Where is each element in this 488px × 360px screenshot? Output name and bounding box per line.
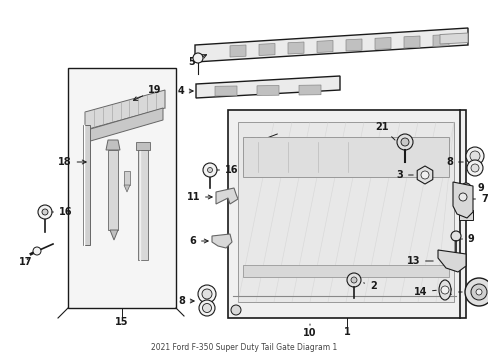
Bar <box>124 171 130 185</box>
Circle shape <box>193 53 203 63</box>
Bar <box>243 265 448 277</box>
Polygon shape <box>316 40 332 53</box>
Text: 2021 Ford F-350 Super Duty Tail Gate Diagram 1: 2021 Ford F-350 Super Duty Tail Gate Dia… <box>151 343 337 352</box>
Circle shape <box>207 167 212 172</box>
Polygon shape <box>124 185 130 192</box>
Circle shape <box>450 231 460 241</box>
Circle shape <box>440 286 448 294</box>
Bar <box>108 150 118 230</box>
Polygon shape <box>403 36 419 48</box>
Text: 8: 8 <box>178 296 194 306</box>
Text: 5: 5 <box>188 55 206 67</box>
Circle shape <box>202 289 212 299</box>
Circle shape <box>198 285 216 303</box>
Text: 3: 3 <box>395 170 412 180</box>
Circle shape <box>400 138 408 146</box>
Polygon shape <box>452 182 472 218</box>
Bar <box>243 137 448 177</box>
Text: 6: 6 <box>189 236 208 246</box>
Polygon shape <box>439 33 467 44</box>
Circle shape <box>346 273 360 287</box>
Text: 17: 17 <box>19 257 32 267</box>
Text: 4: 4 <box>177 86 193 96</box>
Circle shape <box>350 277 356 283</box>
Polygon shape <box>212 234 231 248</box>
Circle shape <box>199 300 215 316</box>
Circle shape <box>460 183 470 193</box>
Circle shape <box>420 171 428 179</box>
Polygon shape <box>196 76 339 98</box>
Bar <box>449 256 461 264</box>
Text: 2: 2 <box>363 281 376 291</box>
Text: 14: 14 <box>413 287 435 297</box>
Text: 19: 19 <box>133 85 161 100</box>
Polygon shape <box>195 28 467 62</box>
Ellipse shape <box>438 280 450 300</box>
Bar <box>83 125 90 245</box>
Polygon shape <box>229 45 245 57</box>
Bar <box>68 68 176 308</box>
Circle shape <box>475 289 481 295</box>
Bar <box>238 122 453 302</box>
Polygon shape <box>432 35 448 46</box>
Circle shape <box>396 134 412 150</box>
Polygon shape <box>259 44 274 55</box>
Text: 8: 8 <box>445 157 462 167</box>
Polygon shape <box>87 108 163 142</box>
Circle shape <box>465 147 483 165</box>
Circle shape <box>203 163 217 177</box>
Polygon shape <box>264 124 329 138</box>
Text: 16: 16 <box>217 165 238 175</box>
Polygon shape <box>215 86 237 96</box>
Circle shape <box>38 205 52 219</box>
Text: 1: 1 <box>343 327 350 337</box>
Text: 13: 13 <box>406 256 432 266</box>
Circle shape <box>42 209 48 215</box>
Circle shape <box>466 160 482 176</box>
Text: 16: 16 <box>52 207 72 217</box>
Polygon shape <box>110 230 118 240</box>
Text: 9: 9 <box>470 183 484 193</box>
Text: 9: 9 <box>460 234 474 244</box>
Circle shape <box>202 303 211 312</box>
Text: 18: 18 <box>58 157 86 167</box>
Text: 10: 10 <box>303 324 316 338</box>
Circle shape <box>464 278 488 306</box>
Circle shape <box>230 305 241 315</box>
Polygon shape <box>374 37 390 49</box>
Circle shape <box>458 193 466 201</box>
Bar <box>136 142 150 150</box>
Bar <box>227 110 465 318</box>
Polygon shape <box>346 39 361 51</box>
Circle shape <box>470 164 478 172</box>
Circle shape <box>470 284 486 300</box>
Polygon shape <box>437 250 465 272</box>
Text: 15: 15 <box>115 317 128 327</box>
Circle shape <box>469 151 479 161</box>
Bar <box>458 210 472 220</box>
Polygon shape <box>216 188 238 204</box>
Polygon shape <box>298 85 320 95</box>
Polygon shape <box>106 140 120 150</box>
Bar <box>138 150 148 260</box>
Polygon shape <box>287 42 304 54</box>
Text: 21: 21 <box>374 122 394 140</box>
Text: 12: 12 <box>439 287 461 297</box>
Text: 11: 11 <box>186 192 212 202</box>
Text: 7: 7 <box>472 194 487 204</box>
Polygon shape <box>257 85 279 95</box>
Text: 20: 20 <box>249 134 277 147</box>
Circle shape <box>33 247 41 255</box>
Polygon shape <box>85 90 164 130</box>
